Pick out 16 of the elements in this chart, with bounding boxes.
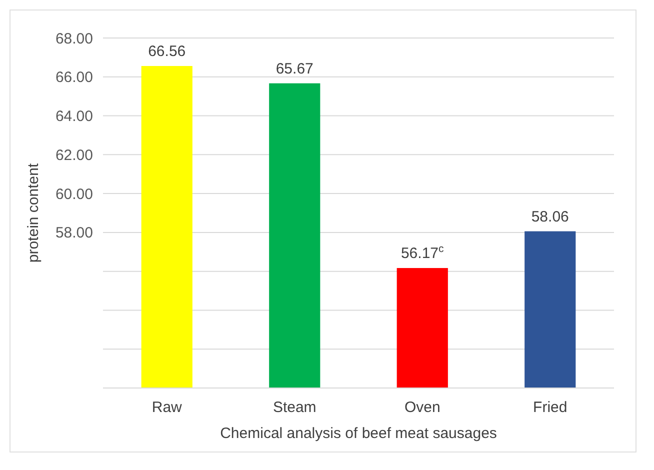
data-label: 66.56 <box>148 43 186 60</box>
data-label: 58.06 <box>531 208 569 226</box>
x-tick-label: Oven <box>404 399 440 416</box>
y-tick-label: 62.00 <box>55 146 93 164</box>
y-tick-label: 64.00 <box>55 108 93 126</box>
data-label: 56.17$^{c}$ <box>400 243 444 262</box>
data-label: 65.67 <box>276 60 314 78</box>
x-tick-label: Raw <box>152 399 182 416</box>
x-tick-label: Fried <box>533 399 568 416</box>
x-tick-label: Steam <box>272 399 316 416</box>
y-tick-label: 68.00 <box>55 30 93 48</box>
y-tick-label: 66.00 <box>55 69 93 86</box>
y-tick-label: 60.00 <box>55 186 93 203</box>
y-tick-label: 58.00 <box>55 224 93 242</box>
x-axis-title: Chemical analysis of beef meat sausages <box>220 425 497 442</box>
y-axis-title: protein content <box>25 162 42 263</box>
